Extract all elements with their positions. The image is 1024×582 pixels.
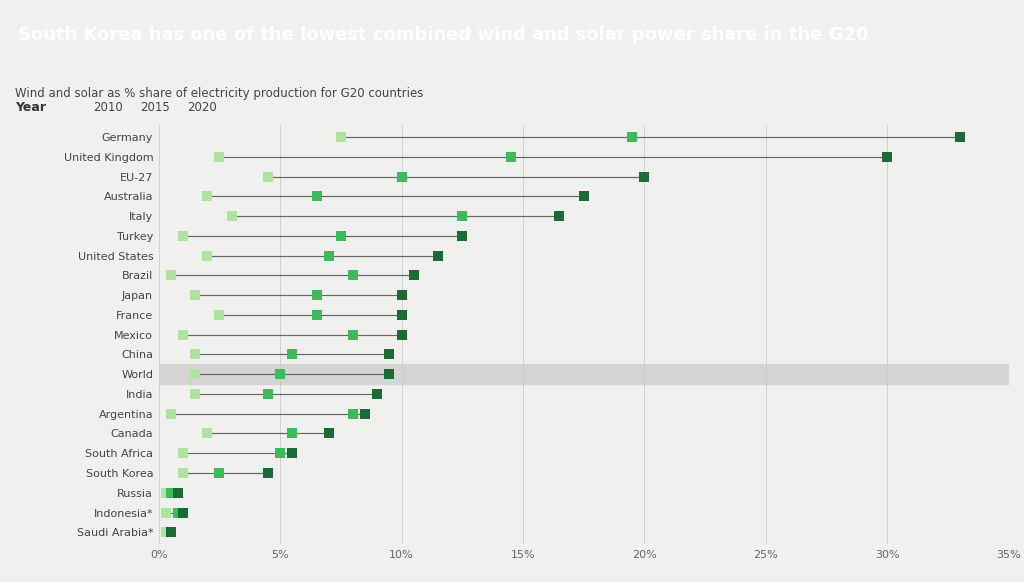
Text: 2020: 2020 <box>187 101 217 114</box>
Text: Wind and solar as % share of electricity production for G20 countries: Wind and solar as % share of electricity… <box>15 87 424 100</box>
Bar <box>159 364 1009 384</box>
Text: Year: Year <box>15 101 46 114</box>
Text: South Korea has one of the lowest combined wind and solar power share in the G20: South Korea has one of the lowest combin… <box>18 26 869 44</box>
Text: 2015: 2015 <box>140 101 170 114</box>
Text: 2010: 2010 <box>93 101 123 114</box>
